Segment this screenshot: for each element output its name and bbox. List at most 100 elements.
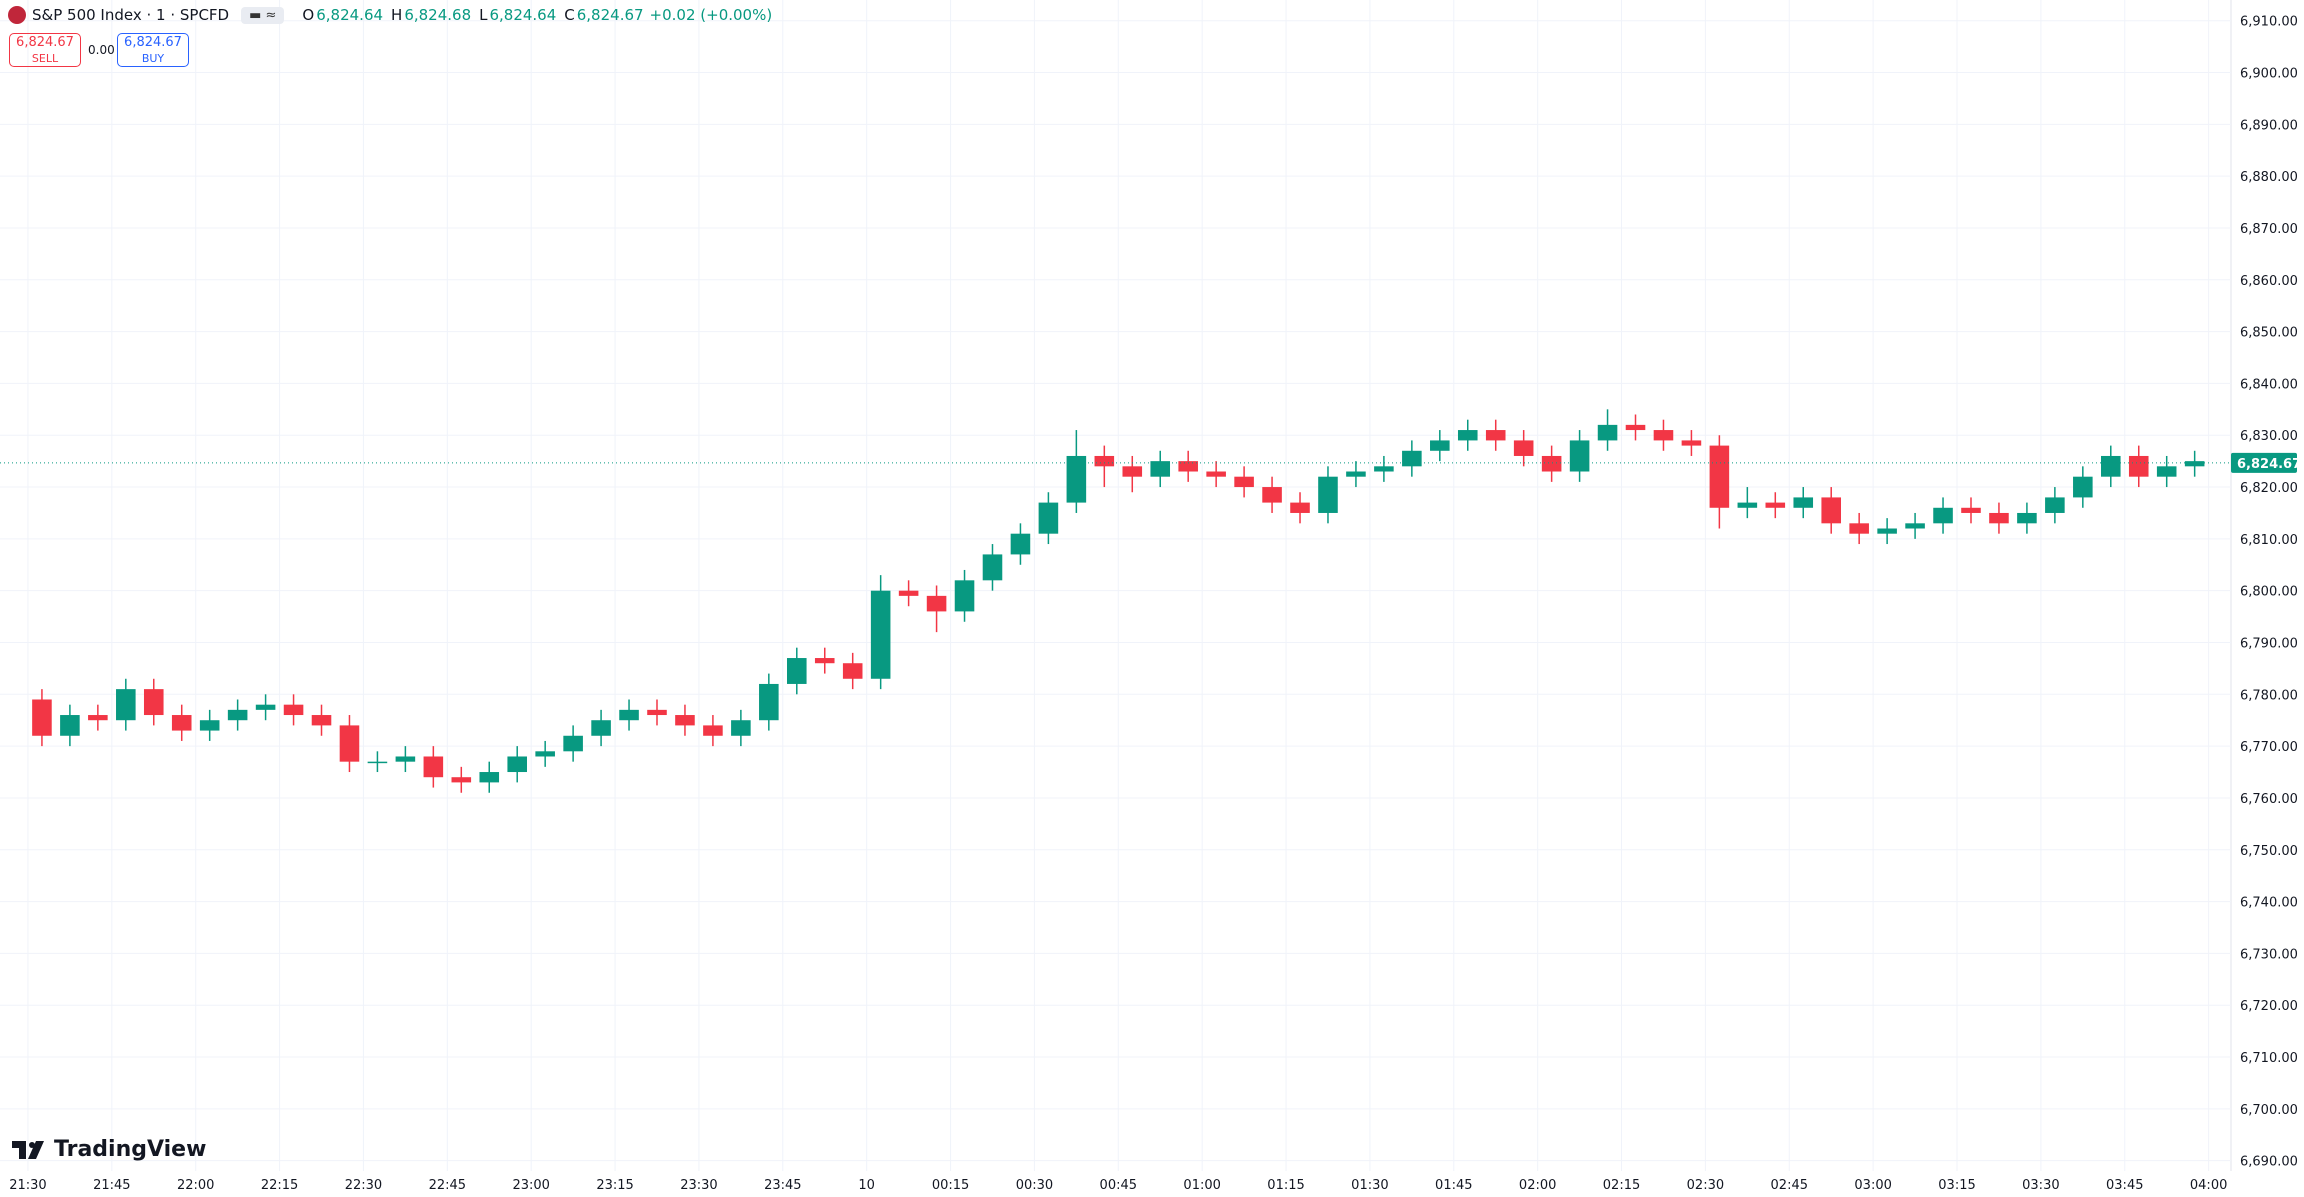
candle-body <box>60 715 80 736</box>
candle-body <box>1849 523 1869 534</box>
x-tick-label: 22:15 <box>261 1178 298 1193</box>
y-tick-label: 6,910.00 <box>2240 15 2298 30</box>
candle-body <box>1989 512 2009 524</box>
x-tick-label: 01:30 <box>1351 1178 1388 1193</box>
candle-body <box>1457 430 1478 441</box>
y-tick-label: 6,880.00 <box>2240 170 2298 185</box>
candle-body <box>1122 466 1143 477</box>
candle-body <box>1569 440 1590 472</box>
candle-body <box>1430 440 1450 451</box>
candle-body <box>395 756 416 762</box>
x-tick-label: 04:00 <box>2190 1178 2227 1193</box>
x-tick-label: 23:15 <box>596 1178 633 1193</box>
sell-button[interactable]: 6,824.67 SELL <box>9 33 81 67</box>
buy-price: 6,824.67 <box>124 35 182 50</box>
candle-body <box>1597 424 1618 441</box>
candle-body <box>2073 476 2093 498</box>
y-tick-label: 6,720.00 <box>2240 999 2298 1014</box>
candle-body <box>619 709 639 721</box>
x-tick-label: 22:45 <box>429 1178 466 1193</box>
candle-body <box>2128 455 2149 477</box>
candle-body <box>535 751 555 757</box>
candle-body <box>32 699 52 736</box>
ohlc-value: 6,824.64 <box>489 6 557 24</box>
buy-button[interactable]: 6,824.67 BUY <box>117 33 189 67</box>
candle-body <box>255 704 276 710</box>
candle-body <box>1625 424 1646 431</box>
change: +0.02 (+0.00%) <box>649 6 773 24</box>
candle-body <box>311 715 332 726</box>
x-tick-label: 03:15 <box>1938 1178 1975 1193</box>
candle-body <box>1206 471 1226 477</box>
x-tick-label: 22:30 <box>345 1178 382 1193</box>
logo-icon <box>12 1140 44 1159</box>
candle-body <box>1793 497 1814 508</box>
candle-body <box>591 720 611 736</box>
x-tick-label: 00:30 <box>1016 1178 1053 1193</box>
y-tick-label: 6,780.00 <box>2240 688 2298 703</box>
market-status[interactable]: ▬ ≈ <box>241 6 285 24</box>
y-tick-label: 6,840.00 <box>2240 377 2298 392</box>
x-tick-label: 03:00 <box>1854 1178 1891 1193</box>
y-tick-label: 6,700.00 <box>2240 1103 2298 1118</box>
x-tick-label: 00:45 <box>1100 1178 1137 1193</box>
candle-body <box>199 720 220 731</box>
spread: 0.00 <box>88 43 115 57</box>
candle-body <box>954 580 975 612</box>
candle-body <box>1653 430 1674 441</box>
ohlc-value: 6,824.64 <box>316 6 384 24</box>
y-tick-label: 6,750.00 <box>2240 844 2298 859</box>
ohlc-values: O 6,824.64 H 6,824.68 L 6,824.64 C 6,824.67 <box>296 6 643 24</box>
candle-body <box>1402 450 1422 467</box>
candle-body <box>2100 455 2121 477</box>
symbol-title[interactable]: S&P 500 Index · 1 · SPCFD <box>32 6 230 24</box>
sell-price: 6,824.67 <box>16 35 74 50</box>
candle-body <box>1150 461 1171 477</box>
y-tick-label: 6,760.00 <box>2240 792 2298 807</box>
candle-body <box>367 761 388 764</box>
y-tick-label: 6,820.00 <box>2240 481 2298 496</box>
candle-body <box>1262 487 1282 503</box>
candle-body <box>283 704 304 716</box>
ohlc-key: C <box>564 6 575 24</box>
candle-body <box>647 709 667 716</box>
x-tick-label: 21:45 <box>93 1178 130 1193</box>
y-tick-label: 6,850.00 <box>2240 326 2298 341</box>
candle-body <box>1709 445 1730 508</box>
y-tick-label: 6,770.00 <box>2240 740 2298 755</box>
logo[interactable]: TradingView <box>12 1137 206 1162</box>
x-tick-label: 02:00 <box>1519 1178 1556 1193</box>
candle-body <box>731 720 751 736</box>
x-tick-label: 22:00 <box>177 1178 214 1193</box>
candle-body <box>1933 507 1953 524</box>
candle-body <box>2045 497 2065 513</box>
candle-body <box>507 756 527 773</box>
candle-body <box>1066 455 1087 503</box>
ohlc-key: H <box>391 6 403 24</box>
candle-body <box>88 715 108 721</box>
candle-body <box>423 756 444 778</box>
candle-body <box>2184 461 2205 467</box>
candle-body <box>814 658 835 664</box>
candle-body <box>563 735 583 752</box>
candle-body <box>171 715 192 731</box>
candle-body <box>1485 430 1506 441</box>
candle-body <box>116 689 136 721</box>
candle-body <box>1877 528 1897 534</box>
candle-body <box>898 590 919 596</box>
x-tick-label: 00:15 <box>932 1178 969 1193</box>
candle-body <box>1905 523 1925 529</box>
ohlc-key: L <box>479 6 488 24</box>
ohlc-key: O <box>302 6 315 24</box>
y-tick-label: 6,740.00 <box>2240 896 2298 911</box>
candle-body <box>227 709 248 721</box>
x-tick-label: 23:30 <box>680 1178 717 1193</box>
ohlc-value: 6,824.67 <box>576 6 644 24</box>
candle-body <box>1961 507 1981 513</box>
candle-body <box>1318 476 1338 513</box>
x-tick-label: 01:00 <box>1183 1178 1220 1193</box>
candle-body <box>870 590 891 679</box>
candle-body <box>759 683 779 721</box>
